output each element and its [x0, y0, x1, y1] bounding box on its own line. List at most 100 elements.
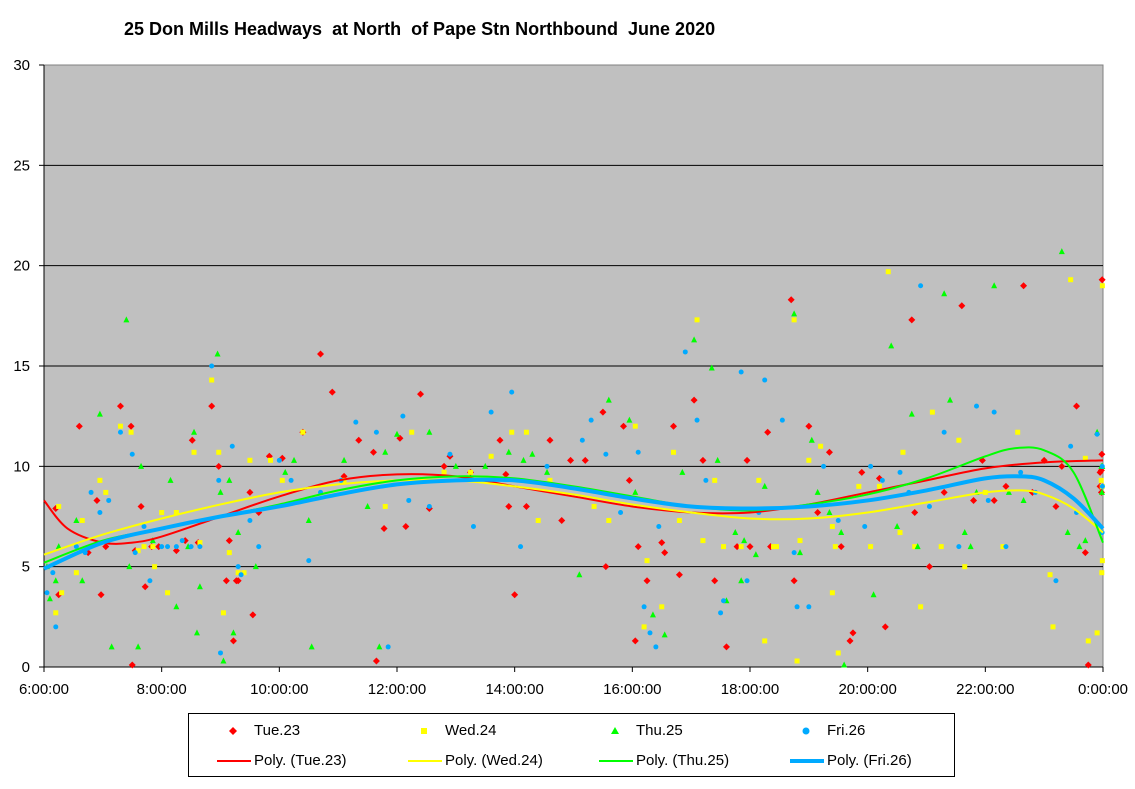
legend-label-thu: Thu.25	[636, 722, 683, 739]
point-fri-26	[636, 450, 641, 455]
point-wed-24	[898, 530, 903, 535]
tick-label-x: 16:00:00	[603, 681, 661, 698]
point-fri-26	[1068, 444, 1073, 449]
point-wed-24	[129, 430, 134, 435]
point-wed-24	[700, 538, 705, 543]
point-wed-24	[74, 570, 79, 575]
point-wed-24	[165, 590, 170, 595]
point-wed-24	[53, 610, 58, 615]
point-wed-24	[939, 544, 944, 549]
point-fri-26	[745, 578, 750, 583]
point-fri-26	[1018, 470, 1023, 475]
point-wed-24	[216, 450, 221, 455]
point-fri-26	[406, 498, 411, 503]
point-wed-24	[1015, 430, 1020, 435]
point-wed-24	[645, 558, 650, 563]
point-fri-26	[656, 524, 661, 529]
point-fri-26	[471, 524, 476, 529]
point-fri-26	[1100, 484, 1105, 489]
point-fri-26	[89, 490, 94, 495]
point-fri-26	[956, 544, 961, 549]
point-fri-26	[147, 578, 152, 583]
legend-label-wed: Wed.24	[445, 722, 496, 739]
legend-label-tue: Tue.23	[254, 722, 300, 739]
point-fri-26	[642, 604, 647, 609]
point-wed-24	[1068, 277, 1073, 282]
point-fri-26	[374, 430, 379, 435]
point-fri-26	[683, 349, 688, 354]
tick-label-y: 15	[13, 358, 30, 375]
point-wed-24	[712, 478, 717, 483]
point-wed-24	[836, 650, 841, 655]
tick-label-x: 14:00:00	[485, 681, 543, 698]
point-fri-26	[216, 478, 221, 483]
point-wed-24	[606, 518, 611, 523]
chart-legend: Tue.23 Wed.24 Thu.25 Fri.26 Poly. (Tue.2…	[188, 713, 955, 777]
point-fri-26	[518, 544, 523, 549]
point-wed-24	[721, 544, 726, 549]
point-fri-26	[189, 544, 194, 549]
point-wed-24	[442, 470, 447, 475]
point-wed-24	[1050, 624, 1055, 629]
legend-label-poly-tue: Poly. (Tue.23)	[254, 752, 347, 769]
point-wed-24	[956, 438, 961, 443]
point-fri-26	[653, 644, 658, 649]
point-fri-26	[545, 464, 550, 469]
point-wed-24	[677, 518, 682, 523]
point-wed-24	[192, 450, 197, 455]
tick-label-x: 20:00:00	[838, 681, 896, 698]
point-fri-26	[489, 410, 494, 415]
tick-label-y: 0	[22, 659, 30, 676]
point-fri-26	[986, 498, 991, 503]
point-wed-24	[1086, 638, 1091, 643]
legend-line-poly-wed	[404, 751, 444, 771]
legend-marker-thu	[595, 721, 635, 741]
point-wed-24	[806, 458, 811, 463]
point-fri-26	[247, 518, 252, 523]
point-fri-26	[821, 464, 826, 469]
point-fri-26	[130, 452, 135, 457]
point-fri-26	[589, 418, 594, 423]
legend-line-poly-thu	[595, 751, 635, 771]
point-wed-24	[1048, 572, 1053, 577]
point-fri-26	[236, 564, 241, 569]
legend-marker-wed	[404, 721, 444, 741]
point-fri-26	[618, 510, 623, 515]
tick-label-y: 30	[13, 57, 30, 74]
legend-label-poly-wed: Poly. (Wed.24)	[445, 752, 543, 769]
point-fri-26	[780, 418, 785, 423]
point-wed-24	[918, 604, 923, 609]
point-wed-24	[642, 624, 647, 629]
legend-label-poly-thu: Poly. (Thu.25)	[636, 752, 729, 769]
point-wed-24	[877, 484, 882, 489]
point-wed-24	[833, 544, 838, 549]
point-wed-24	[792, 317, 797, 322]
point-fri-26	[386, 644, 391, 649]
point-wed-24	[56, 504, 61, 509]
point-wed-24	[756, 478, 761, 483]
point-fri-26	[695, 418, 700, 423]
legend-label-poly-fri: Poly. (Fri.26)	[827, 752, 912, 769]
point-wed-24	[830, 524, 835, 529]
point-fri-26	[762, 378, 767, 383]
point-fri-26	[197, 544, 202, 549]
point-wed-24	[509, 430, 514, 435]
point-wed-24	[118, 424, 123, 429]
point-fri-26	[603, 452, 608, 457]
tick-label-x: 18:00:00	[721, 681, 779, 698]
point-wed-24	[536, 518, 541, 523]
point-wed-24	[633, 424, 638, 429]
point-fri-26	[647, 630, 652, 635]
point-wed-24	[592, 504, 597, 509]
point-fri-26	[218, 650, 223, 655]
point-fri-26	[927, 504, 932, 509]
point-wed-24	[762, 638, 767, 643]
point-fri-26	[353, 420, 358, 425]
legend-line-poly-fri	[786, 751, 826, 771]
point-wed-24	[150, 544, 155, 549]
point-wed-24	[1099, 478, 1104, 483]
point-fri-26	[836, 518, 841, 523]
tick-label-x: 8:00:00	[137, 681, 187, 698]
point-fri-26	[447, 452, 452, 457]
legend-line-poly-tue	[213, 751, 253, 771]
